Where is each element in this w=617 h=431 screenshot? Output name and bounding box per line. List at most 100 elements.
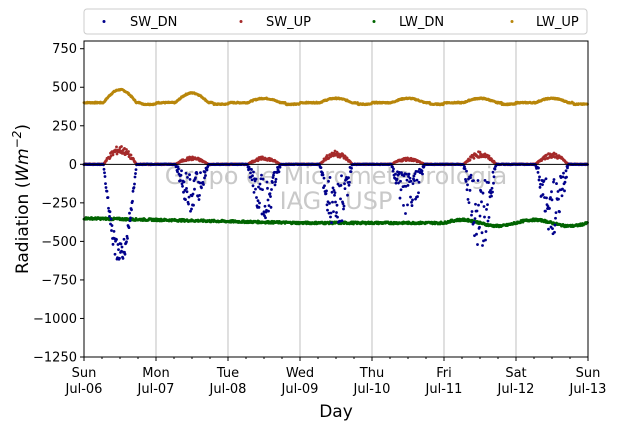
sw-dn-point: [553, 223, 557, 227]
sw-dn-point: [185, 187, 188, 190]
sw-dn-point: [557, 197, 560, 201]
sw-up-point: [129, 153, 133, 157]
sw-up-point: [472, 156, 476, 160]
x-tick-label-day: Wed: [286, 366, 314, 381]
sw-dn-point: [347, 176, 350, 180]
y-tick-label: −250: [41, 196, 77, 211]
sw-dn-point: [394, 172, 397, 176]
x-tick-label-date: Jul-13: [569, 382, 607, 397]
sw-dn-point: [131, 189, 135, 193]
sw-dn-point: [133, 175, 137, 179]
sw-dn-point: [200, 186, 203, 190]
sw-dn-point: [392, 167, 395, 171]
sw-dn-point: [411, 182, 415, 186]
sw-dn-point: [258, 201, 261, 205]
sw-dn-point: [465, 188, 469, 192]
sw-dn-point: [260, 173, 263, 177]
sw-dn-point: [349, 170, 353, 173]
sw-dn-point: [198, 193, 201, 197]
sw-dn-point: [550, 190, 553, 194]
sw-dn-point: [342, 207, 345, 211]
sw-dn-point: [343, 182, 346, 186]
legend-marker-lw-up: [510, 20, 514, 23]
sw-dn-point: [541, 193, 545, 196]
sw-dn-point: [278, 165, 282, 169]
sw-dn-point: [463, 167, 467, 171]
sw-dn-point: [184, 198, 187, 201]
sw-dn-point: [536, 171, 540, 174]
sw-up-point: [468, 158, 472, 162]
sw-dn-point: [133, 182, 136, 186]
sw-dn-point: [335, 211, 338, 214]
sw-dn-point: [268, 192, 272, 195]
sw-dn-point: [126, 236, 129, 240]
sw-dn-point: [261, 188, 264, 192]
y-tick-label: 750: [52, 42, 77, 57]
sw-dn-point: [552, 180, 555, 184]
sw-dn-point: [544, 209, 547, 213]
sw-dn-point: [197, 198, 201, 201]
sw-dn-point: [549, 196, 552, 199]
sw-dn-point: [552, 178, 556, 181]
sw-dn-point: [110, 224, 114, 227]
x-tick-label-day: Sun: [576, 366, 601, 381]
sw-dn-point: [250, 178, 254, 182]
sw-dn-point: [402, 203, 405, 207]
sw-up-point: [111, 153, 115, 157]
sw-dn-point: [468, 188, 472, 192]
sw-dn-point: [188, 173, 191, 177]
y-tick-label: 500: [52, 81, 77, 96]
sw-dn-point: [342, 204, 346, 208]
legend: SW_DN SW_UP LW_DN LW_UP: [83, 8, 588, 35]
y-axis-label-prefix: Radiation (: [13, 182, 33, 274]
sw-dn-point: [319, 166, 323, 170]
sw-dn-point: [134, 168, 138, 171]
sw-dn-point: [478, 225, 481, 229]
x-axis-label: Day: [319, 402, 353, 422]
sw-dn-point: [491, 190, 494, 194]
sw-dn-point: [480, 231, 484, 235]
sw-dn-point: [470, 210, 474, 213]
sw-dn-point: [404, 212, 407, 215]
sw-dn-point: [111, 242, 115, 246]
sw-dn-point: [472, 179, 475, 183]
sw-dn-point: [474, 202, 477, 206]
sw-dn-point: [331, 186, 335, 190]
sw-dn-point: [465, 169, 468, 173]
sw-dn-point: [544, 177, 548, 181]
sw-dn-point: [180, 169, 183, 173]
sw-dn-point: [203, 170, 207, 174]
legend-marker-lw-dn: [372, 20, 376, 23]
sw-dn-point: [128, 211, 131, 215]
sw-dn-point: [464, 179, 468, 183]
sw-dn-point: [538, 185, 542, 189]
sw-dn-point: [190, 207, 193, 211]
sw-dn-point: [199, 171, 202, 175]
sw-dn-point: [555, 182, 558, 185]
sw-dn-point: [408, 176, 412, 180]
sw-dn-point: [406, 183, 410, 187]
sw-dn-point: [130, 208, 133, 212]
sw-dn-point: [267, 209, 270, 213]
sw-dn-point: [466, 197, 470, 201]
sw-dn-point: [205, 168, 209, 172]
sw-dn-point: [421, 172, 424, 176]
sw-dn-point: [490, 194, 493, 198]
sw-dn-point: [399, 188, 403, 192]
sw-dn-point: [324, 192, 328, 196]
sw-dn-point: [128, 219, 132, 223]
sw-up-point: [125, 148, 128, 151]
sw-dn-point: [469, 173, 473, 177]
x-tick-label-day: Thu: [359, 366, 384, 381]
sw-dn-point: [271, 181, 274, 184]
sw-dn-point: [563, 180, 567, 184]
sw-dn-point: [186, 175, 189, 179]
sw-dn-point: [277, 170, 281, 174]
sw-dn-point: [325, 189, 328, 193]
sw-dn-point: [108, 210, 112, 214]
sw-dn-point: [123, 252, 127, 256]
y-tick-label: −750: [41, 273, 77, 288]
sw-dn-point: [129, 216, 132, 220]
sw-dn-point: [181, 184, 184, 188]
sw-dn-point: [254, 177, 258, 181]
